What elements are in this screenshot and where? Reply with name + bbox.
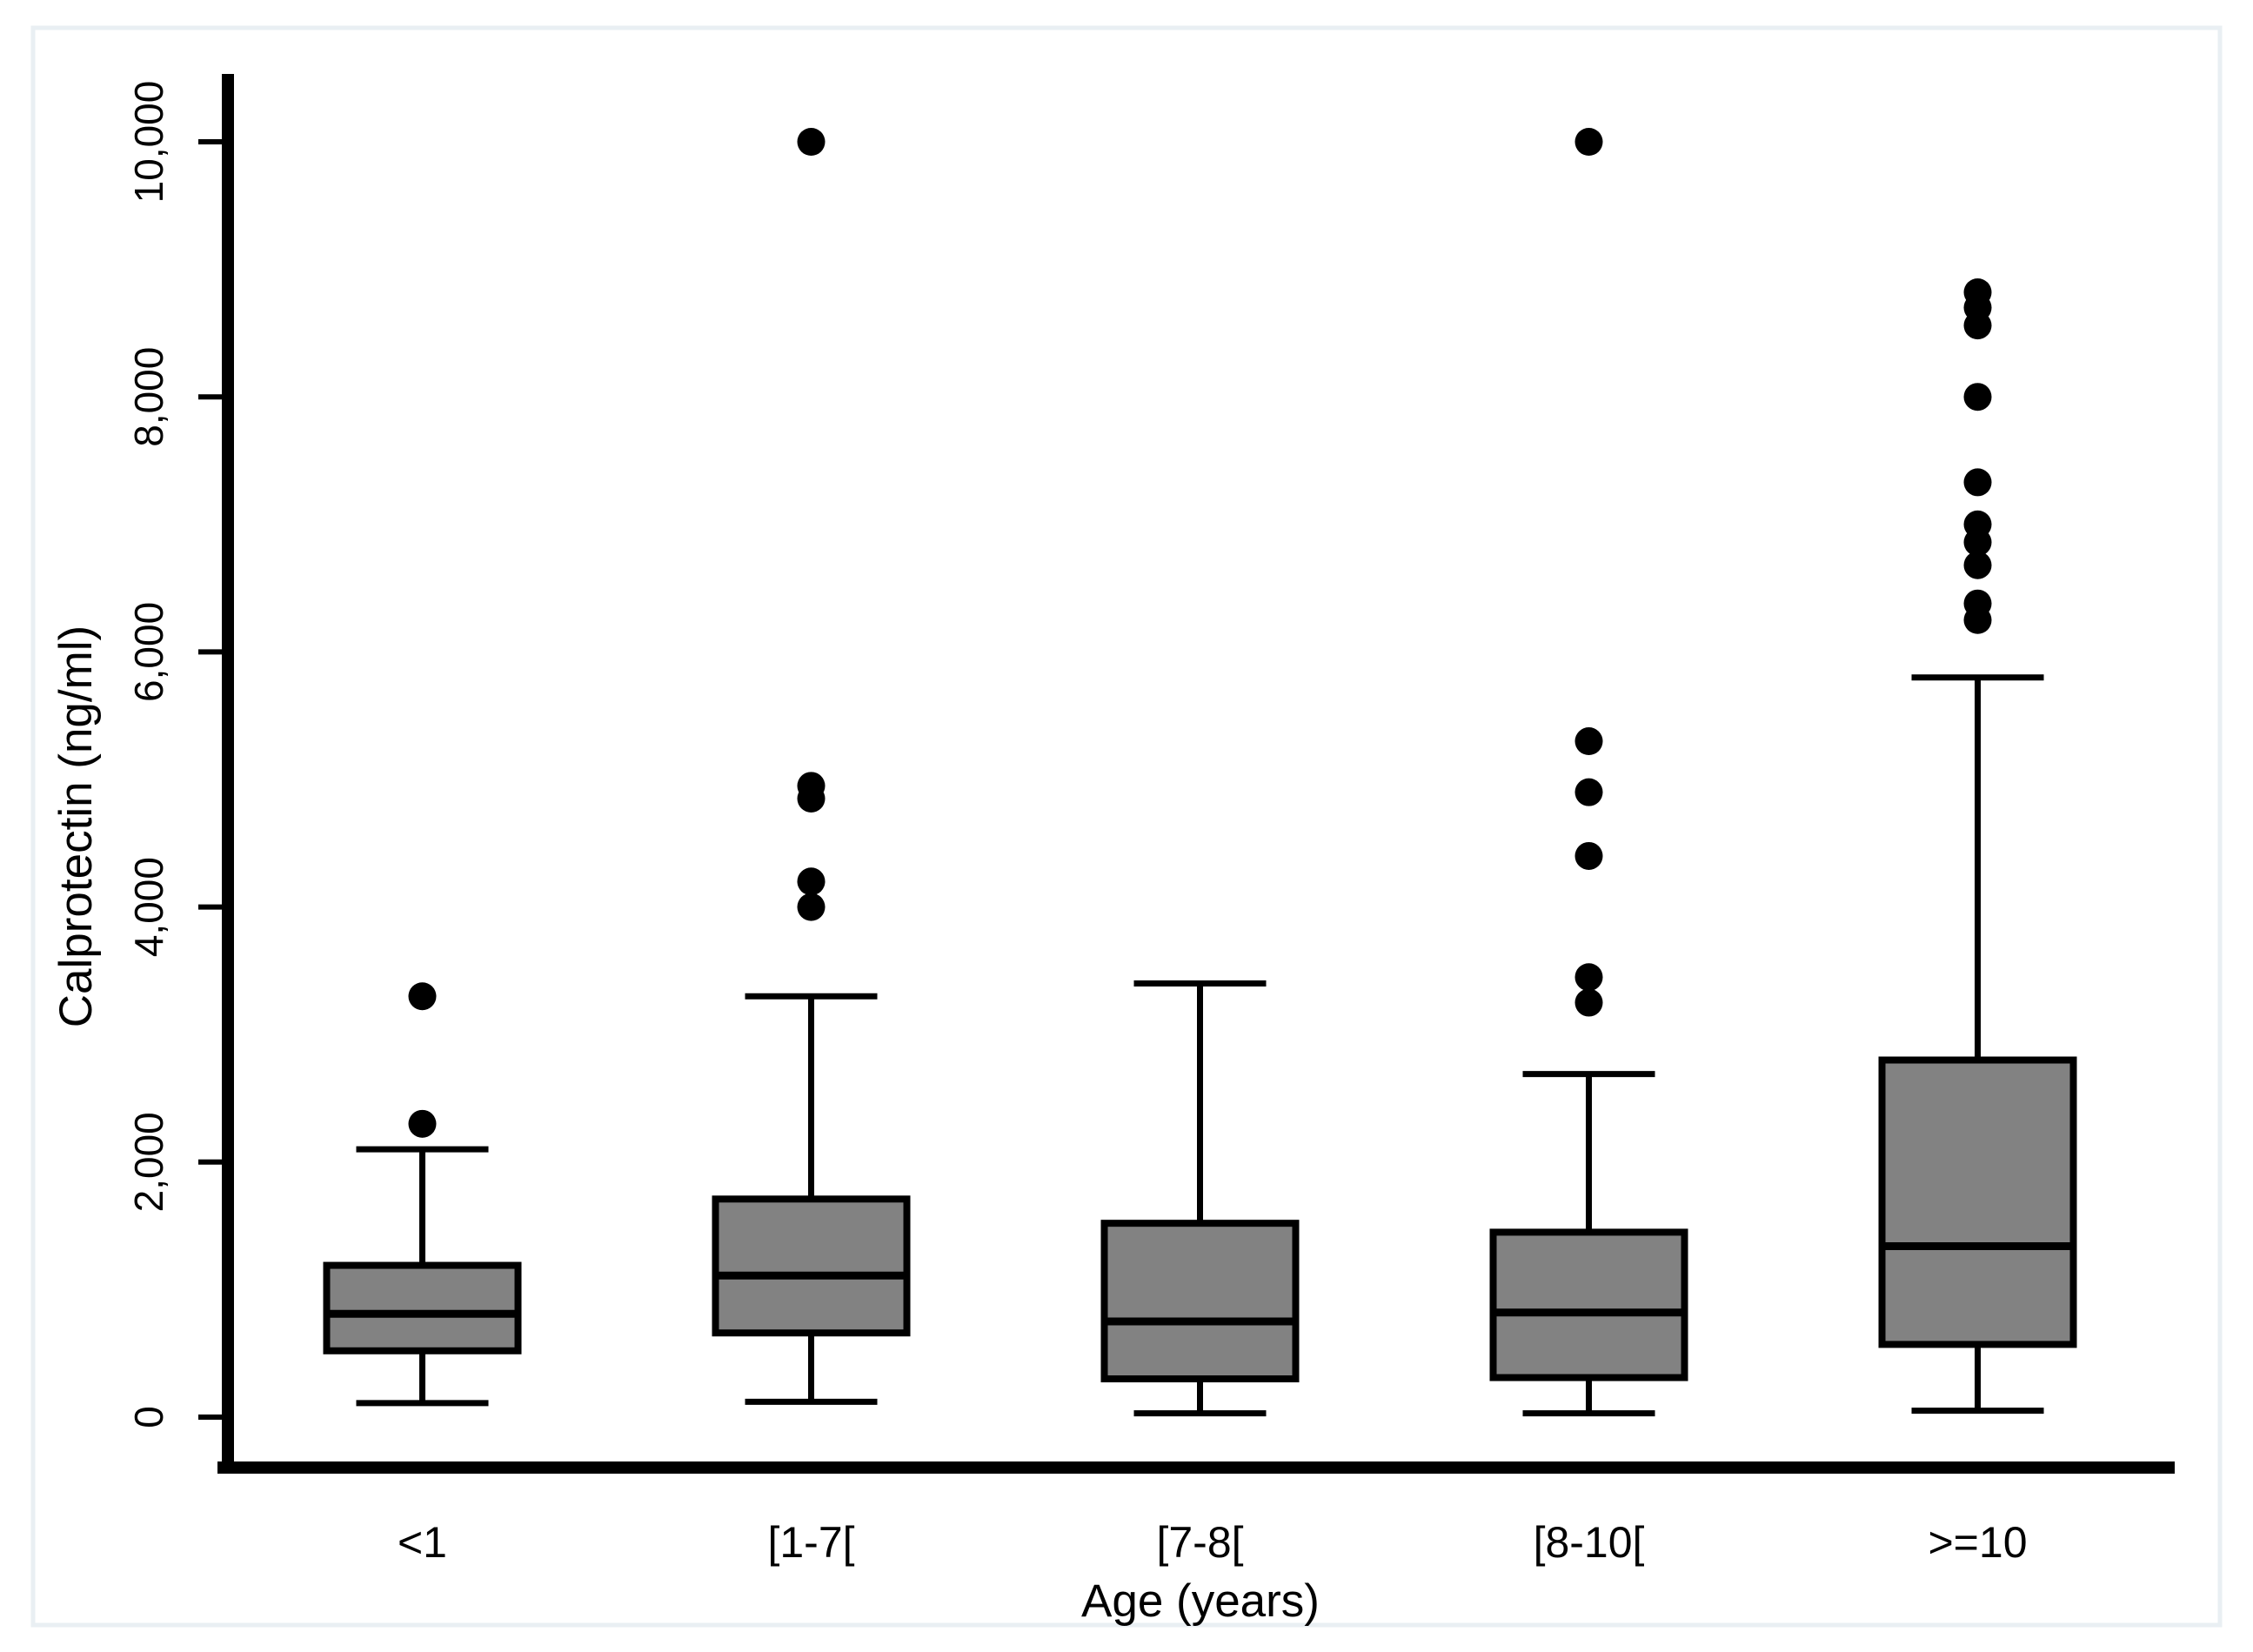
box-groups	[323, 128, 2077, 1417]
category-label: >=10	[1928, 1518, 2027, 1567]
x-axis-title: Age (years)	[1081, 1575, 1320, 1627]
outlier-dot	[1963, 551, 1992, 579]
y-tick-label: 2,000	[126, 1112, 171, 1212]
outlier-dot	[1574, 128, 1603, 156]
category-label: [8-10[	[1534, 1518, 1645, 1567]
box-rect	[1489, 1228, 1688, 1381]
box-rect	[1878, 1056, 2077, 1348]
outlier-dot	[1963, 468, 1992, 497]
outlier-dot	[1574, 963, 1603, 992]
category-label: [7-8[	[1156, 1518, 1243, 1567]
outlier-dot	[1963, 383, 1992, 411]
y-axis-title: Calprotectin (ng/ml)	[50, 625, 102, 1027]
box-group	[1100, 980, 1300, 1417]
box-rect	[323, 1261, 522, 1354]
outlier-dot	[408, 1109, 437, 1138]
outlier-dot	[1574, 727, 1603, 756]
category-label: <1	[398, 1518, 447, 1567]
box-rect	[712, 1195, 911, 1337]
outlier-dot	[797, 867, 826, 896]
outlier-dot	[1574, 988, 1603, 1017]
y-axis-ticks: 0 2,000 4,000 6,000 8,000 10,000	[126, 81, 228, 1428]
figure-frame	[30, 25, 2223, 1628]
box-rect	[1100, 1220, 1300, 1383]
box-group	[323, 982, 522, 1407]
outlier-dot	[797, 893, 826, 921]
outlier-dot	[1963, 589, 1992, 618]
outlier-dot	[1574, 778, 1603, 806]
y-tick-label: 8,000	[126, 347, 171, 447]
category-labels: <1 [1-7[ [7-8[ [8-10[ >=10	[398, 1518, 2028, 1567]
category-label: [1-7[	[767, 1518, 854, 1567]
y-tick-label: 10,000	[126, 81, 171, 204]
outlier-dot	[1963, 510, 1992, 538]
y-tick-label: 4,000	[126, 857, 171, 957]
box-group	[1489, 128, 1688, 1417]
box-group	[1878, 278, 2077, 1415]
y-tick-label: 6,000	[126, 602, 171, 702]
outlier-dot	[797, 128, 826, 156]
outlier-dot	[408, 982, 437, 1011]
outlier-dot	[1963, 278, 1992, 306]
outlier-dot	[797, 772, 826, 800]
y-tick-label: 0	[126, 1406, 171, 1428]
box-group	[712, 128, 911, 1405]
outlier-dot	[1574, 841, 1603, 870]
